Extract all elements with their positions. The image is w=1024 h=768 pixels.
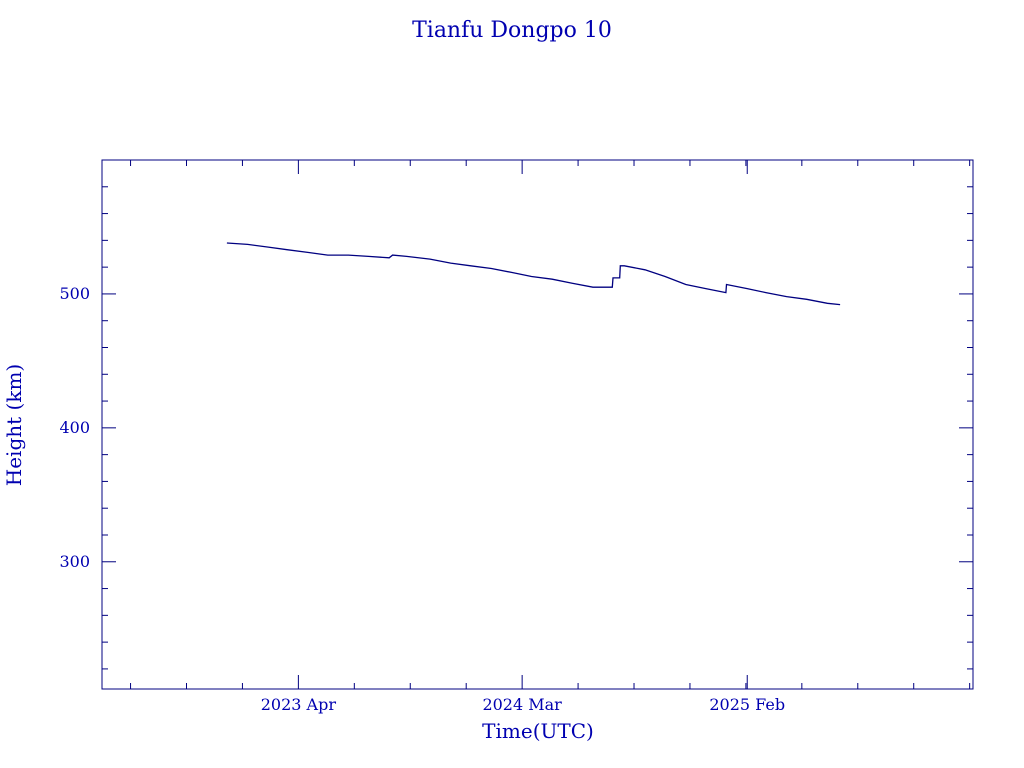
y-tick-label: 300 <box>59 552 90 571</box>
plot-frame <box>101 159 974 690</box>
axis-ticks <box>102 160 973 689</box>
y-tick-label: 400 <box>59 418 90 437</box>
chart-title: Tianfu Dongpo 10 <box>412 18 612 43</box>
x-tick-label: 2023 Apr <box>261 695 337 714</box>
x-tick-label: 2025 Feb <box>709 695 785 714</box>
x-axis-label: Time(UTC) <box>482 719 594 743</box>
y-tick-label: 500 <box>59 284 90 303</box>
tick-labels: 300 400 500 2023 Apr 2024 Mar 2025 Feb <box>59 284 785 714</box>
x-tick-label: 2024 Mar <box>482 695 562 714</box>
series-layer <box>226 242 841 306</box>
height-series-line <box>226 242 841 306</box>
y-axis-label: Height (km) <box>2 364 26 486</box>
